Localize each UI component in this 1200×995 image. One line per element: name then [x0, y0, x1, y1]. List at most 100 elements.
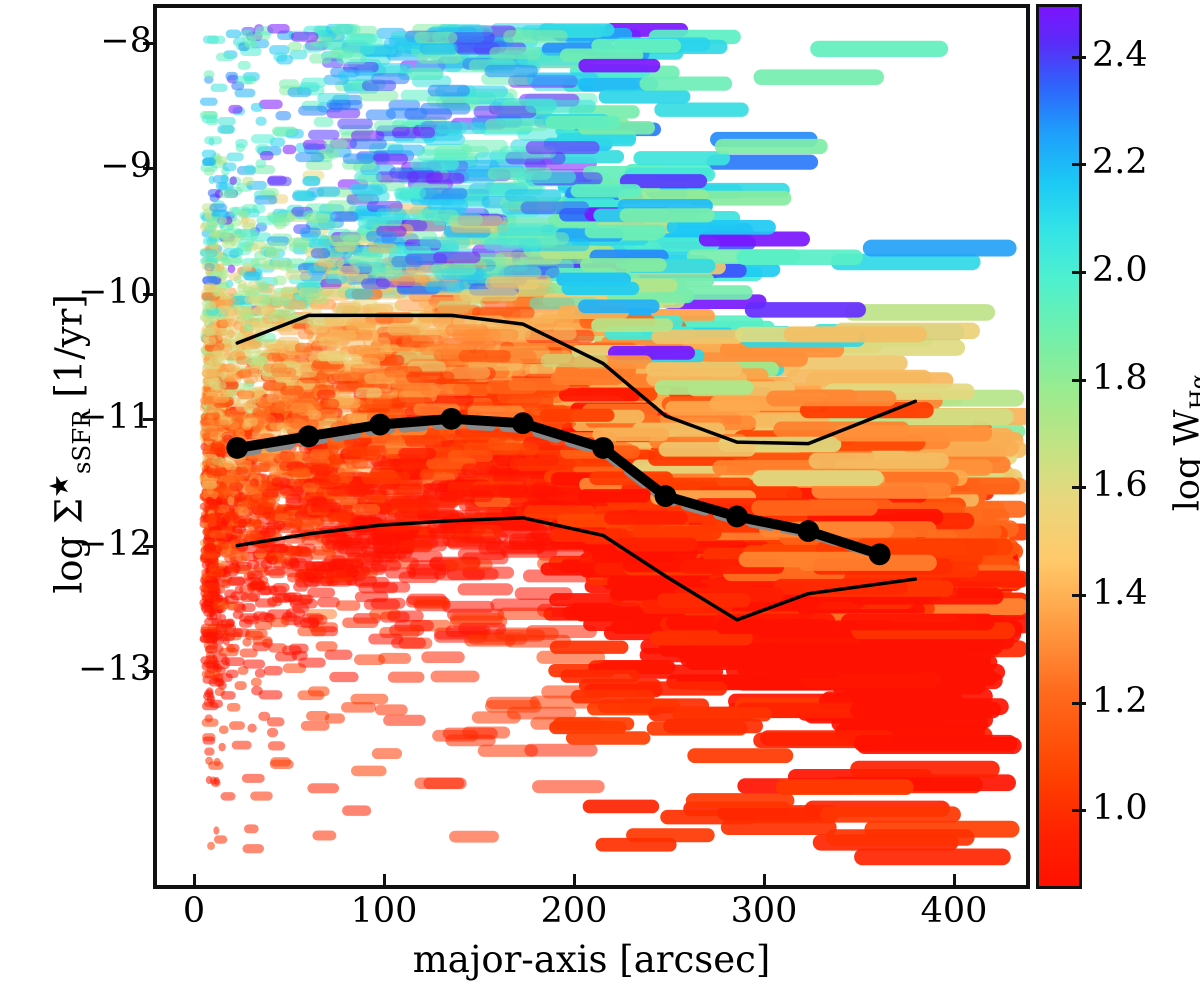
scatter-point — [250, 258, 275, 268]
scatter-point — [351, 130, 385, 142]
scatter-point — [329, 671, 359, 683]
scatter-point — [232, 349, 242, 359]
scatter-point — [520, 201, 590, 215]
scatter-point — [207, 458, 223, 467]
plot-canvas — [199, 22, 1026, 866]
scatter-point — [312, 830, 337, 841]
scatter-point — [209, 203, 228, 212]
scatter-point — [371, 748, 403, 760]
scatter-point — [238, 238, 255, 248]
scatter-point — [274, 340, 301, 351]
scatter-point — [578, 58, 661, 73]
scatter-point — [245, 529, 261, 539]
scatter-point — [226, 577, 246, 587]
scatter-point — [442, 534, 485, 547]
scatter-point — [219, 189, 237, 199]
scatter-point — [258, 585, 278, 595]
scatter-point — [228, 482, 244, 491]
scatter-point — [219, 318, 238, 327]
scatter-point — [213, 835, 228, 844]
scatter-point — [249, 500, 260, 510]
scatter-point — [830, 253, 981, 271]
scatter-point — [307, 587, 336, 598]
scatter-point — [278, 79, 300, 89]
scatter-point — [242, 176, 254, 186]
scatter-point — [258, 99, 283, 109]
scatter-point — [458, 622, 507, 635]
scatter-point — [698, 231, 810, 247]
scatter-point — [263, 665, 283, 676]
scatter-point — [225, 29, 242, 39]
scatter-point — [494, 251, 563, 265]
scatter-point — [313, 116, 334, 127]
scatter-point — [844, 304, 996, 321]
scatter-point — [331, 24, 361, 35]
scatter-point — [714, 138, 828, 155]
scatter-point — [591, 318, 674, 333]
scatter-point — [310, 464, 335, 475]
scatter-point — [287, 572, 306, 583]
scatter-point — [271, 367, 297, 378]
scatter-point — [310, 248, 331, 259]
scatter-point — [302, 176, 321, 187]
scatter-point — [753, 69, 885, 85]
scatter-point — [383, 38, 425, 50]
scatter-point — [672, 643, 784, 658]
scatter-point — [235, 75, 254, 85]
scatter-point — [290, 31, 319, 42]
scatter-point — [220, 691, 236, 700]
scatter-point — [811, 482, 952, 499]
scatter-point — [598, 89, 691, 104]
scatter-point — [514, 587, 573, 600]
scatter-point — [242, 312, 264, 322]
scatter-point — [449, 612, 504, 625]
scatter-point — [336, 53, 368, 65]
scatter-point — [344, 288, 374, 299]
scatter-point — [288, 558, 308, 568]
scatter-point — [304, 560, 326, 571]
scatter-point — [251, 579, 265, 589]
scatter-point — [202, 536, 215, 546]
scatter-point — [371, 267, 403, 279]
scatter-point — [240, 29, 254, 39]
scatter-point — [205, 236, 217, 245]
scatter-point — [223, 511, 240, 521]
scatter-point — [423, 777, 467, 790]
scatter-point — [425, 280, 465, 293]
scatter-point — [247, 723, 257, 733]
scatter-point — [720, 819, 837, 835]
scatter-point — [388, 499, 428, 511]
scatter-point — [257, 462, 272, 472]
scatter-point — [266, 717, 285, 727]
scatter-point — [522, 569, 591, 583]
scatter-point — [549, 640, 629, 654]
scatter-point — [509, 457, 576, 471]
scatter-point — [336, 265, 360, 277]
scatter-point — [467, 405, 525, 418]
scatter-point — [406, 371, 455, 383]
scatter-point — [345, 252, 383, 263]
scatter-point — [234, 88, 256, 98]
scatter-point — [401, 334, 444, 347]
scatter-point — [226, 702, 241, 712]
scatter-point — [242, 844, 265, 854]
scatter-point — [461, 463, 519, 476]
scatter-point — [318, 511, 353, 522]
scatter-point — [775, 779, 914, 796]
scatter-point — [436, 304, 478, 317]
scatter-point — [217, 304, 231, 314]
scatter-point — [219, 370, 228, 380]
scatter-point — [235, 466, 248, 476]
scatter-point — [341, 805, 372, 816]
scatter-point — [324, 713, 345, 724]
scatter-point — [363, 599, 401, 610]
scatter-point — [315, 326, 344, 337]
scatter-point — [243, 271, 263, 281]
scatter-point — [239, 218, 257, 228]
scatter-point — [350, 693, 389, 705]
scatter-point — [561, 281, 640, 296]
scatter-point — [831, 714, 989, 732]
scatter-point — [442, 727, 498, 740]
scatter-point — [237, 283, 249, 293]
scatter-point — [201, 149, 217, 158]
